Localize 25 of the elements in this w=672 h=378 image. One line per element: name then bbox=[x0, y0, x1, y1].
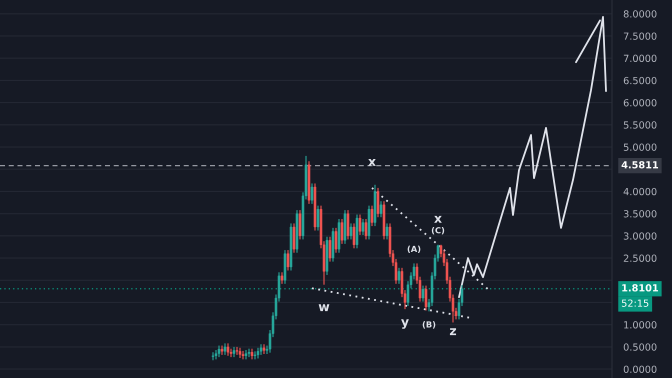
y-tick-label: 3.0000 bbox=[624, 232, 656, 240]
data-label: x bbox=[368, 159, 376, 166]
data-label: x bbox=[434, 216, 442, 223]
data-label: (B) bbox=[422, 321, 436, 329]
data-label: w bbox=[318, 304, 330, 312]
y-tick-label: 7.5000 bbox=[624, 32, 656, 40]
text: 52:15 bbox=[622, 299, 648, 307]
y-tick-label: 4.0000 bbox=[624, 188, 656, 196]
data-label: y bbox=[401, 319, 409, 329]
y-tick-label: 6.5000 bbox=[624, 76, 656, 84]
text: (A) bbox=[408, 246, 420, 254]
y-tick-label: 3.5000 bbox=[624, 210, 656, 218]
y-tick-label: 2.5000 bbox=[624, 254, 656, 262]
ref-line-label: 1.8101 bbox=[622, 284, 658, 292]
y-tick-label: 7.0000 bbox=[624, 54, 656, 62]
y-tick-label: 6.0000 bbox=[624, 99, 656, 106]
y-tick-label: 1.0000 bbox=[624, 321, 656, 329]
y-tick-label: 5.5000 bbox=[624, 121, 656, 129]
ref-line-label: 4.5811 bbox=[622, 161, 658, 168]
data-label: z bbox=[450, 328, 456, 336]
text: (C) bbox=[432, 226, 444, 234]
y-tick-label: 0.0000 bbox=[624, 366, 656, 373]
y-tick-label: 8.0000 bbox=[624, 10, 656, 18]
y-tick-label: 5.0000 bbox=[624, 144, 656, 151]
y-tick-label: 0.5000 bbox=[624, 343, 656, 351]
